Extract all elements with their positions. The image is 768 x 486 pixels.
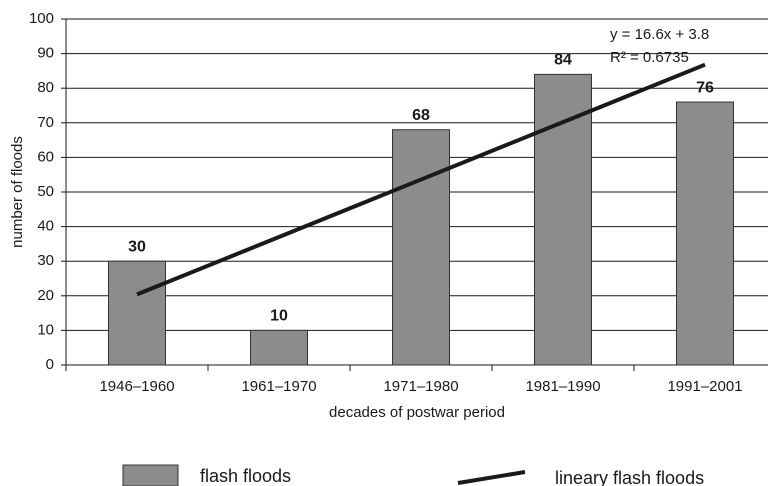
legend-label: lineary flash floods — [555, 468, 704, 486]
data-label: 30 — [128, 238, 146, 255]
y-tick-label: 10 — [37, 321, 54, 338]
y-tick-label: 50 — [37, 183, 54, 200]
x-tick-label: 1946–1960 — [99, 378, 174, 395]
x-tick-label: 1991–2001 — [667, 378, 742, 395]
data-label: 84 — [554, 52, 572, 69]
x-tick-label: 1961–1970 — [241, 378, 316, 395]
y-tick-label: 0 — [46, 356, 54, 373]
y-tick-label: 90 — [37, 45, 54, 62]
data-label: 76 — [696, 79, 714, 96]
y-tick-label: 40 — [37, 218, 54, 235]
x-tick-label: 1971–1980 — [383, 378, 458, 395]
data-label: 68 — [412, 107, 430, 124]
annotation: y = 16.6x + 3.8 — [610, 26, 709, 43]
y-tick-label: 100 — [29, 10, 54, 27]
bar — [676, 101, 734, 366]
x-tick-label: 1981–1990 — [525, 378, 600, 395]
bar — [250, 329, 308, 366]
annotation: R² = 0.6735 — [610, 49, 689, 66]
y-tick-label: 60 — [37, 148, 54, 165]
y-tick-label: 20 — [37, 287, 54, 304]
y-tick-label: 70 — [37, 114, 54, 131]
legend-label: flash floods — [200, 466, 291, 486]
legend-swatch — [122, 464, 179, 486]
trend-line — [136, 62, 706, 297]
legend-swatch — [457, 470, 526, 485]
y-tick-label: 30 — [37, 252, 54, 269]
y-axis-label: number of floods — [9, 136, 26, 248]
bar — [534, 73, 592, 366]
bar — [108, 260, 166, 366]
x-axis-label: decades of postwar period — [329, 404, 505, 421]
y-tick-label: 80 — [37, 79, 54, 96]
data-label: 10 — [270, 308, 288, 325]
bar — [392, 129, 450, 366]
